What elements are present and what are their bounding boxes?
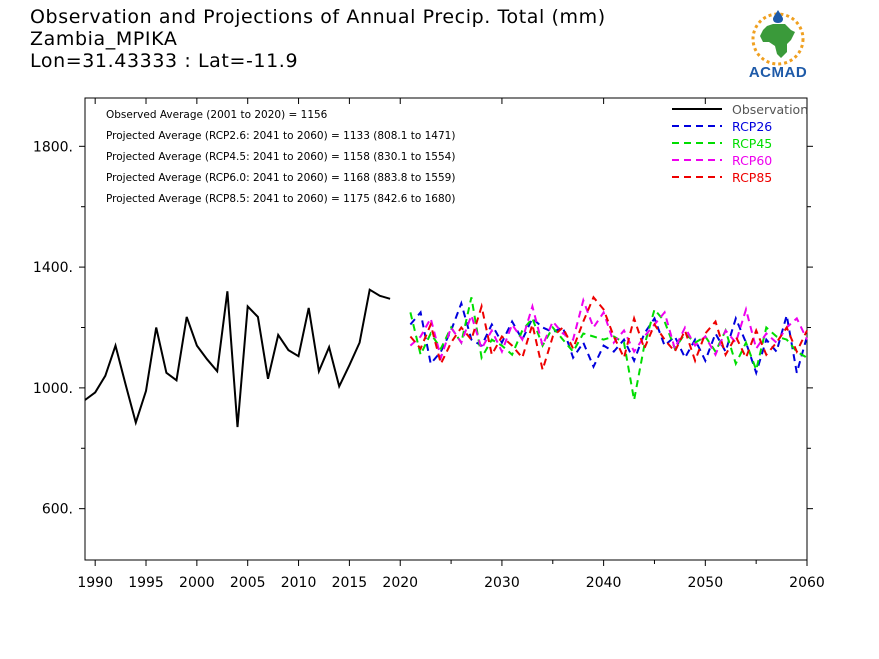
- series-line-rcp60: [409, 296, 808, 362]
- series-line-rcp85: [409, 295, 808, 374]
- legend: Observation RCP26 RCP45 RCP60 RCP85: [672, 102, 808, 185]
- x-tick-label: 2060: [789, 575, 825, 591]
- acmad-logo: ACMAD: [733, 8, 823, 84]
- x-tick-label: 2020: [382, 575, 418, 591]
- legend-label: Observation: [732, 102, 808, 117]
- y-tick-label: 600.: [42, 502, 73, 518]
- annotation-line: Projected Average (RCP8.5: 2041 to 2060)…: [106, 193, 455, 205]
- legend-label: RCP45: [732, 136, 772, 151]
- annotation-line: Observed Average (2001 to 2020) = 1156: [106, 109, 328, 121]
- x-tick-label: 2005: [230, 575, 266, 591]
- y-tick-label: 1400.: [33, 260, 73, 276]
- legend-label: RCP60: [732, 153, 772, 168]
- series-line-rcp45: [409, 297, 808, 401]
- x-tick-label: 2030: [484, 575, 520, 591]
- x-tick-label: 1990: [77, 575, 113, 591]
- x-tick-label: 2040: [586, 575, 622, 591]
- series-line-observation: [84, 288, 391, 428]
- station-name: Zambia_MPIKA: [30, 28, 178, 50]
- africa-map-icon: [751, 10, 805, 66]
- acmad-logo-text: ACMAD: [748, 64, 808, 81]
- title-block: Observation and Projections of Annual Pr…: [30, 6, 606, 72]
- plot-border: [84, 97, 808, 561]
- x-tick-label: 2010: [281, 575, 317, 591]
- x-tick-label: 1995: [128, 575, 164, 591]
- x-tick-label: 2015: [332, 575, 368, 591]
- x-tick-label: 2000: [179, 575, 215, 591]
- plot-frame: [84, 97, 808, 561]
- series-group: [84, 288, 808, 428]
- x-tick-label: 2050: [687, 575, 723, 591]
- annotation-line: Projected Average (RCP2.6: 2041 to 2060)…: [106, 130, 455, 142]
- legend-label: RCP26: [732, 119, 772, 134]
- y-tick-label: 1000.: [33, 381, 73, 397]
- chart-title: Observation and Projections of Annual Pr…: [30, 6, 606, 28]
- y-tick-label: 1800.: [33, 139, 73, 155]
- axis-ticks: 1990 1995 2000 2005 2010 2015 2020 2030 2040 2050…: [33, 98, 825, 591]
- annotation-line: Projected Average (RCP6.0: 2041 to 2060)…: [106, 172, 455, 184]
- legend-label: RCP85: [732, 170, 772, 185]
- annotations: Observed Average (2001 to 2020) = 1156 Pr…: [106, 109, 455, 205]
- series-line-rcp26: [409, 300, 808, 377]
- annotation-line: Projected Average (RCP4.5: 2041 to 2060)…: [106, 151, 455, 163]
- station-coordinates: Lon=31.43333 : Lat=-11.9: [30, 50, 299, 72]
